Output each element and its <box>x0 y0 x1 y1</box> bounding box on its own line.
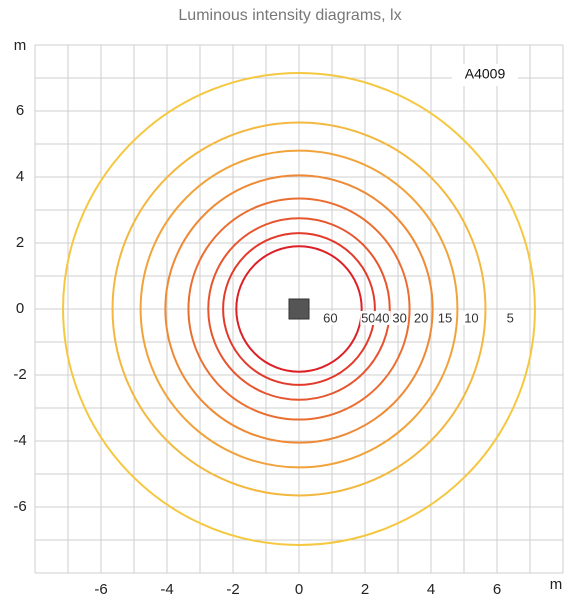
y-axis-label: m <box>14 37 27 54</box>
level-label-bg <box>374 311 391 325</box>
y-tick-label: -6 <box>13 498 26 515</box>
y-tick-label: -2 <box>13 366 26 383</box>
level-label-bg <box>463 311 480 325</box>
luminaire <box>288 298 310 320</box>
isolux-contour <box>222 232 376 386</box>
x-tick-label: -2 <box>226 581 239 598</box>
isolux-contour <box>62 72 536 546</box>
level-label: 30 <box>392 310 406 325</box>
isolux-contour <box>187 197 411 421</box>
level-label: 10 <box>464 310 478 325</box>
isolux-contour <box>111 121 487 497</box>
annotation-box <box>452 64 518 86</box>
level-label: 15 <box>438 310 452 325</box>
x-tick-label: 4 <box>427 581 435 598</box>
y-tick-label: 2 <box>16 234 24 251</box>
y-tick-label: 0 <box>16 300 24 317</box>
x-tick-label: 6 <box>493 581 501 598</box>
level-label-bg <box>360 311 377 325</box>
level-label-bg <box>502 311 519 325</box>
isolux-contour <box>207 217 391 401</box>
chart-title: Luminous intensity diagrams, lx <box>178 7 401 24</box>
isolux-contour <box>164 174 434 444</box>
level-label-bg <box>391 311 408 325</box>
x-tick-label: -6 <box>94 581 107 598</box>
level-label: 5 <box>507 310 514 325</box>
y-tick-label: -4 <box>13 432 26 449</box>
level-label: 40 <box>375 310 389 325</box>
y-tick-label: 4 <box>16 168 24 185</box>
x-tick-label: 0 <box>295 581 303 598</box>
level-label-bg <box>413 311 430 325</box>
x-tick-label: -4 <box>160 581 173 598</box>
level-label: 20 <box>414 310 428 325</box>
level-label-bg <box>437 311 454 325</box>
y-tick-label: 6 <box>16 102 24 119</box>
x-axis-label: m <box>550 576 563 593</box>
isolux-contour <box>235 245 363 373</box>
level-label-bg <box>322 311 339 325</box>
isolux-contour <box>139 149 459 469</box>
level-label: 50 <box>361 310 375 325</box>
x-tick-label: 2 <box>361 581 369 598</box>
level-label: 60 <box>323 310 337 325</box>
annotation: A4009 <box>465 66 506 82</box>
